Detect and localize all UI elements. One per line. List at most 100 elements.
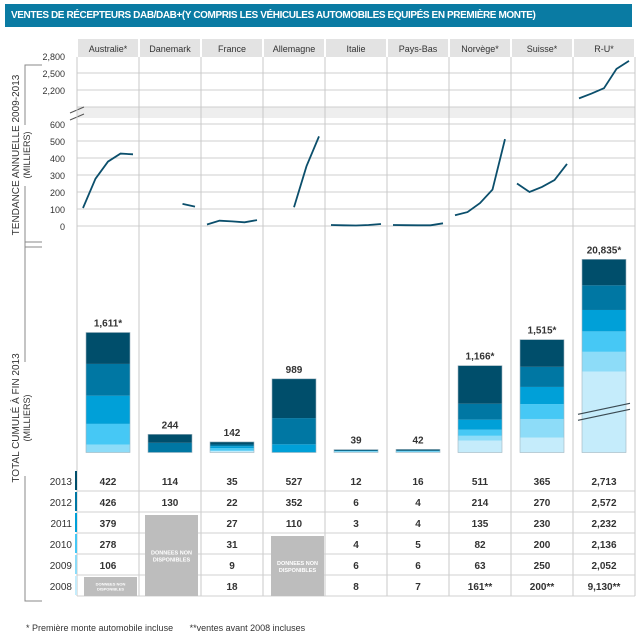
y-tick-label: 2,200 (42, 86, 65, 96)
y-tick-label: 300 (50, 171, 65, 181)
table-cell: 82 (474, 540, 486, 551)
table-cell: 2,136 (591, 540, 616, 551)
table-cell: 527 (286, 477, 303, 488)
year-label: 2009 (50, 561, 73, 572)
data-not-available-box (145, 515, 198, 596)
bar-total-label: 1,515* (528, 326, 557, 337)
year-label: 2008 (50, 582, 73, 593)
y-tick-label: 200 (50, 188, 65, 198)
bar-total-label: 42 (412, 435, 424, 446)
bar-segment-2013 (582, 259, 626, 286)
bar-segment-2013 (520, 339, 564, 367)
footnote-pre-2008: **ventes avant 2008 incluses (189, 623, 306, 633)
country-header-cell (140, 39, 200, 57)
country-header-label: Suisse* (527, 44, 558, 54)
year-color-marker (75, 534, 77, 553)
bar-segment-2009 (520, 418, 564, 438)
bar-segment-2012 (210, 444, 254, 447)
country-header-label: Allemagne (273, 44, 316, 54)
data-not-available-box (84, 577, 137, 596)
bar-outline (457, 365, 503, 453)
bar-segment-2009 (582, 351, 626, 372)
bar-segment-2008 (520, 437, 564, 453)
table-cell: 250 (534, 561, 551, 572)
table-cell: 200** (530, 582, 555, 593)
bar-segment-2013 (86, 332, 130, 364)
bar-segment-2011 (582, 309, 626, 332)
bar-segment-2008 (210, 451, 254, 453)
table-cell: 9,130** (588, 582, 621, 593)
bar-outline (581, 259, 627, 453)
country-header-label: Norvège* (461, 44, 499, 54)
table-cell: 230 (534, 519, 551, 530)
country-header-cell (326, 39, 386, 57)
country-header-label: Australie* (89, 44, 128, 54)
bar-segment-2010 (582, 331, 626, 352)
trend-line-australie (82, 152, 134, 209)
table-cell: 27 (226, 519, 238, 530)
bar-total-label: 20,835* (587, 245, 622, 256)
table-cell: 352 (286, 498, 303, 509)
table-cell: 130 (162, 498, 179, 509)
bar-segment-2010 (520, 404, 564, 419)
bar-segment-2012 (458, 403, 502, 420)
table-cell: 6 (353, 561, 359, 572)
table-cell: 4 (353, 540, 359, 551)
table-cell: 4 (415, 519, 421, 530)
bar-outline (333, 449, 379, 453)
bar-segment-2013 (210, 441, 254, 445)
y-axis-unit-total: (MILLIERS) (22, 394, 32, 441)
na-label: DONNEES NON (96, 582, 126, 587)
na-label: DISPONIBLES (153, 558, 191, 564)
na-label: DONNEES NON (277, 561, 318, 567)
country-header-label: Italie (346, 44, 365, 54)
bar-segment-2012 (148, 442, 192, 453)
bar-segment-2012 (272, 418, 316, 445)
table-cell: 8 (353, 582, 359, 593)
bar-total-label: 244 (162, 420, 179, 431)
bar-segment-2008 (458, 440, 502, 453)
bar-segment-2012 (520, 366, 564, 387)
country-header-label: Pays-Bas (399, 44, 438, 54)
bar-outline (85, 332, 131, 453)
year-label: 2013 (50, 477, 73, 488)
trend-line-allemagne (293, 136, 320, 208)
table-cell: 3 (353, 519, 359, 530)
table-cell: 31 (226, 540, 238, 551)
table-cell: 6 (415, 561, 421, 572)
table-cell: 106 (100, 561, 117, 572)
trend-line-italie (330, 223, 382, 227)
y-tick-label: 100 (50, 205, 65, 215)
country-header-cell (512, 39, 572, 57)
bar-segment-2013 (458, 365, 502, 404)
trend-line-suisse (516, 163, 568, 194)
table-cell: 5 (415, 540, 421, 551)
bar-segment-2013 (334, 449, 378, 451)
table-cell: 270 (534, 498, 551, 509)
table-cell: 12 (350, 477, 362, 488)
bar-segment-2009 (458, 435, 502, 441)
table-cell: 2,232 (591, 519, 616, 530)
bar-total-label: 989 (286, 365, 303, 376)
axis-bracket (24, 241, 42, 602)
table-cell: 35 (226, 477, 238, 488)
bar-outline (147, 434, 193, 453)
trend-line-paysbas (392, 222, 444, 227)
year-label: 2012 (50, 498, 73, 509)
country-header-label: Danemark (149, 44, 191, 54)
y-axis-title-total: TOTAL CUMULÉ À FIN 2013 (9, 353, 22, 483)
country-header-cell (450, 39, 510, 57)
na-label: DONNEES NON (151, 551, 192, 557)
year-color-marker (75, 555, 77, 574)
country-header-cell (388, 39, 448, 57)
year-label: 2010 (50, 540, 73, 551)
table-cell: 110 (286, 519, 303, 530)
table-cell: 9 (229, 561, 235, 572)
trend-line-danemark (182, 203, 196, 208)
table-cell: 278 (100, 540, 117, 551)
table-cell: 18 (226, 582, 238, 593)
y-tick-label: 600 (50, 120, 65, 130)
y-tick-label: 0 (60, 222, 65, 232)
axis-break-band (77, 107, 635, 118)
bar-segment-2010 (210, 448, 254, 451)
